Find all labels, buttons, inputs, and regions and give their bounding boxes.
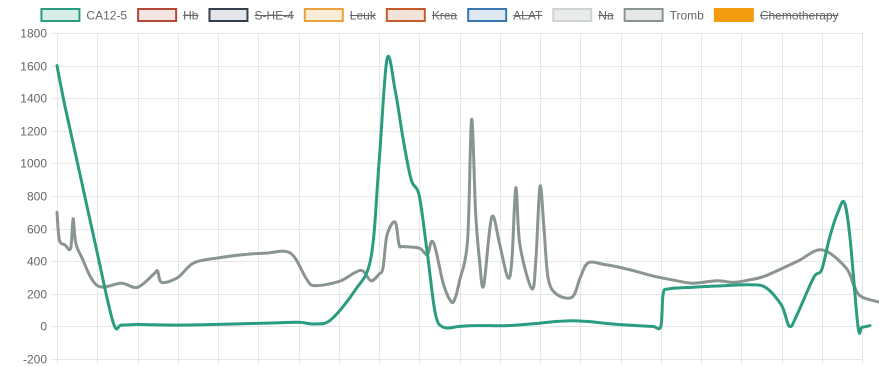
legend-swatch bbox=[552, 8, 593, 22]
legend-item-krea[interactable]: Krea bbox=[385, 8, 458, 23]
legend-swatch bbox=[623, 8, 664, 22]
legend-item-s-he-4[interactable]: S-HE-4 bbox=[208, 8, 294, 23]
y-tick-label: 1200 bbox=[20, 125, 47, 139]
legend-item-ca12-5[interactable]: CA12-5 bbox=[40, 8, 127, 23]
legend-item-chemotherapy[interactable]: Chemotherapy bbox=[713, 8, 839, 23]
y-tick-label: 800 bbox=[27, 190, 47, 204]
legend-label: Tromb bbox=[670, 9, 705, 23]
legend-item-hb[interactable]: Hb bbox=[137, 8, 199, 23]
legend-item-leuk[interactable]: Leuk bbox=[303, 8, 377, 23]
y-tick-label: 600 bbox=[27, 223, 47, 237]
y-tick-label: 1800 bbox=[20, 27, 47, 41]
legend-swatch bbox=[208, 8, 249, 22]
y-tick-label: 400 bbox=[27, 255, 47, 269]
legend-label: CA12-5 bbox=[86, 9, 127, 23]
y-tick-label: 1000 bbox=[20, 157, 47, 171]
legend-swatch bbox=[303, 8, 344, 22]
y-tick-label: 200 bbox=[27, 288, 47, 302]
y-axis: 1800 1600 1400 1200 1000 800 600 400 200 0 -200 bbox=[20, 27, 47, 367]
y-tick-label: -200 bbox=[23, 353, 47, 367]
grid bbox=[51, 33, 863, 364]
y-tick-label: 1600 bbox=[20, 60, 47, 74]
legend-swatch bbox=[137, 8, 178, 22]
y-tick-label: 1400 bbox=[20, 92, 47, 106]
legend-item-tromb[interactable]: Tromb bbox=[623, 8, 705, 23]
legend-item-na[interactable]: Na bbox=[552, 8, 614, 23]
series-line-tromb bbox=[55, 117, 879, 305]
legend-item-alat[interactable]: ALAT bbox=[467, 8, 543, 23]
series-layer bbox=[55, 54, 879, 335]
legend-swatch bbox=[713, 8, 754, 22]
legend: CA12-5 Hb S-HE-4 Leuk Krea ALAT Na Tromb Chemoth… bbox=[40, 8, 839, 23]
y-tick-label: 0 bbox=[40, 320, 47, 334]
series-line-ca125 bbox=[55, 54, 872, 335]
legend-swatch bbox=[40, 8, 81, 22]
legend-swatch bbox=[385, 8, 426, 22]
legend-swatch bbox=[467, 8, 508, 22]
